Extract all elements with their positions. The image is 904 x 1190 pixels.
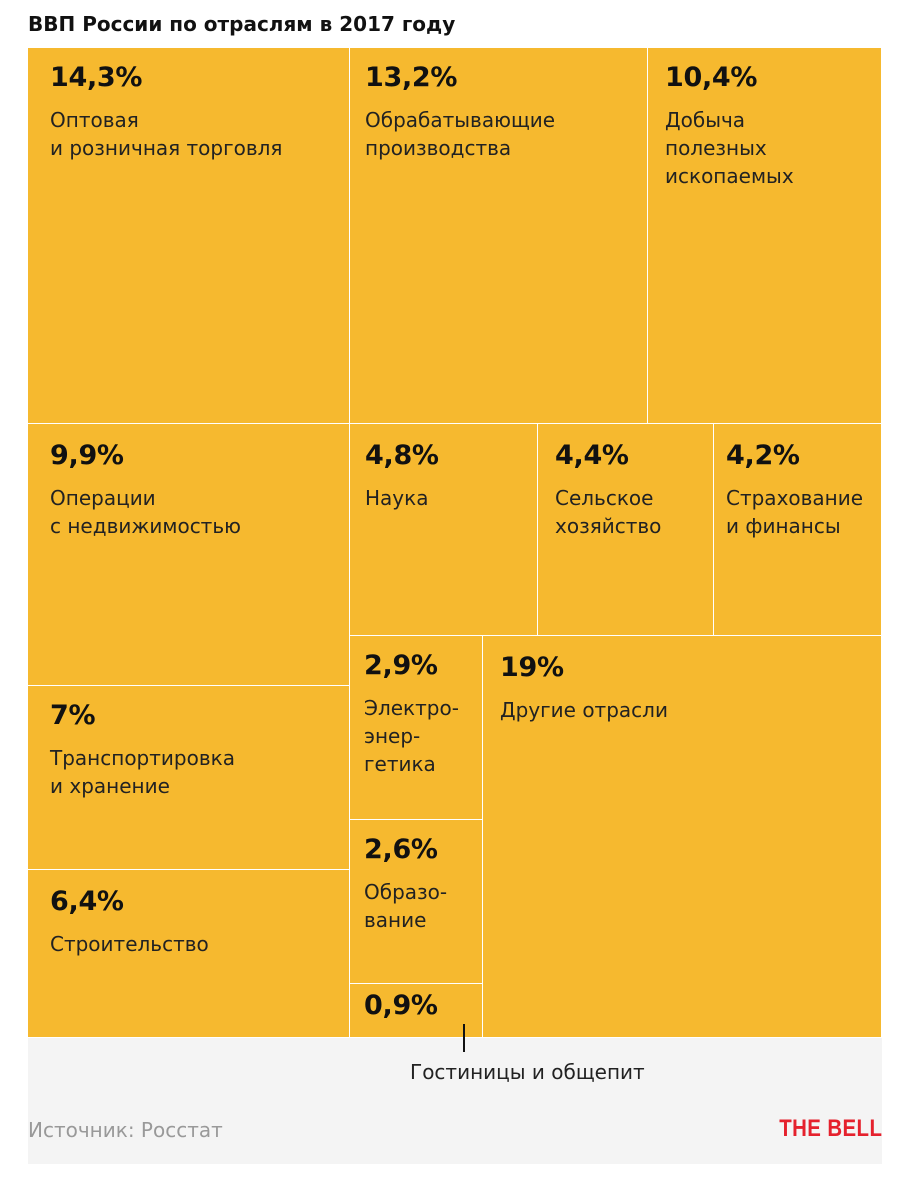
tile-label: Обрабатывающие производства bbox=[365, 108, 556, 160]
tile-label: Электро- энер- гетика bbox=[364, 696, 459, 776]
callout-line bbox=[463, 1024, 465, 1052]
tile-value: 14,3% bbox=[50, 62, 143, 93]
tile-value: 6,4% bbox=[50, 886, 124, 917]
treemap-tile: 7% Транспортировка и хранение bbox=[28, 686, 350, 870]
callout-label-hotels: Гостиницы и общепит bbox=[410, 1060, 645, 1084]
tile-label: Добыча полезных ископаемых bbox=[665, 108, 794, 188]
treemap-tile: 14,3% Оптовая и розничная торговля bbox=[28, 48, 350, 424]
treemap-tile: 4,4% Сельское хозяйство bbox=[538, 424, 714, 636]
tile-label: Операции с недвижимостью bbox=[50, 486, 241, 538]
treemap-tile: 4,8% Наука bbox=[350, 424, 538, 636]
tile-label: Строительство bbox=[50, 932, 209, 956]
tile-value: 9,9% bbox=[50, 440, 124, 471]
treemap-tile: 19% Другие отрасли bbox=[483, 636, 882, 1038]
treemap-tile: 10,4% Добыча полезных ископаемых bbox=[648, 48, 882, 424]
source-note: Источник: Росстат bbox=[28, 1118, 223, 1142]
treemap-tile: 6,4% Строительство bbox=[28, 870, 350, 1038]
tile-value: 2,6% bbox=[364, 834, 438, 865]
tile-value: 0,9% bbox=[364, 990, 438, 1021]
tile-value: 4,8% bbox=[365, 440, 439, 471]
tile-label: Сельское хозяйство bbox=[555, 486, 662, 538]
tile-label: Другие отрасли bbox=[500, 698, 668, 722]
tile-value: 19% bbox=[500, 652, 564, 683]
treemap-tile: 9,9% Операции с недвижимостью bbox=[28, 424, 350, 686]
tile-label: Транспортировка и хранение bbox=[50, 746, 235, 798]
tile-value: 4,4% bbox=[555, 440, 629, 471]
treemap-tile: 2,6% Образо- вание bbox=[350, 820, 483, 984]
tile-value: 7% bbox=[50, 700, 96, 731]
treemap-tile: 13,2% Обрабатывающие производства bbox=[350, 48, 648, 424]
tile-label: Оптовая и розничная торговля bbox=[50, 108, 283, 160]
chart-title: ВВП России по отраслям в 2017 году bbox=[28, 12, 456, 36]
treemap-tile: 2,9% Электро- энер- гетика bbox=[350, 636, 483, 820]
tile-value: 4,2% bbox=[726, 440, 800, 471]
treemap-tile: 0,9% bbox=[350, 984, 483, 1038]
tile-label: Страхование и финансы bbox=[726, 486, 864, 538]
brand-logo: THE BELL bbox=[778, 1115, 882, 1142]
tile-label: Наука bbox=[365, 486, 429, 510]
tile-value: 10,4% bbox=[665, 62, 758, 93]
tile-label: Образо- вание bbox=[364, 880, 448, 932]
tile-value: 2,9% bbox=[364, 650, 438, 681]
treemap-tile: 4,2% Страхование и финансы bbox=[714, 424, 882, 636]
tile-value: 13,2% bbox=[365, 62, 458, 93]
